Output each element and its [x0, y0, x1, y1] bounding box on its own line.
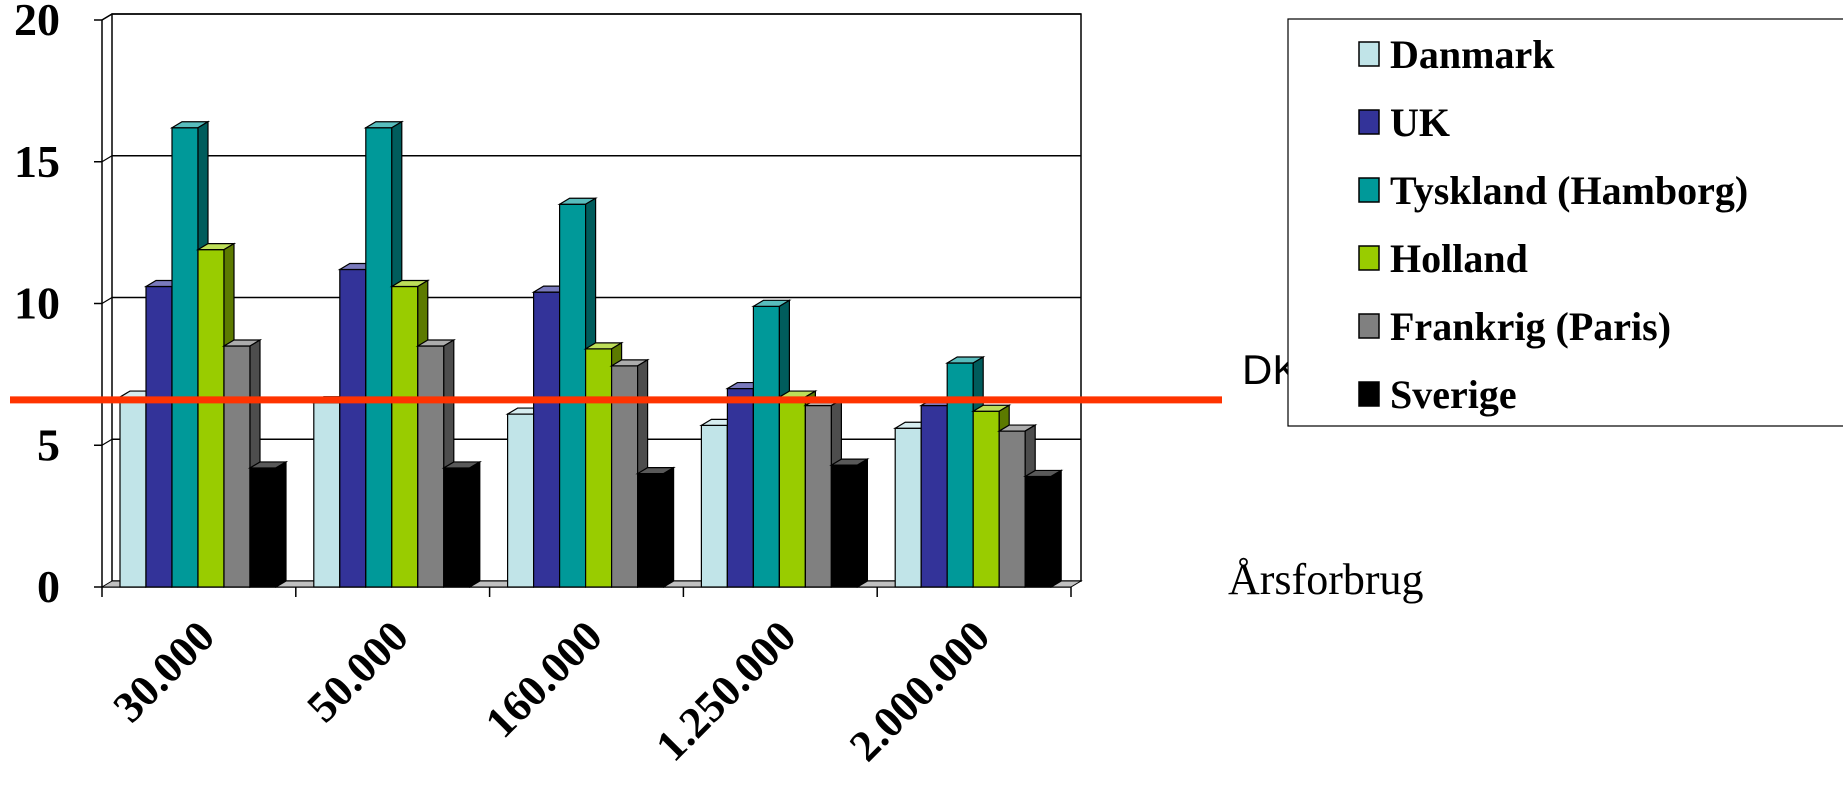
legend-label: Holland: [1390, 236, 1528, 281]
y-tick-label: 0: [37, 561, 60, 612]
legend-label: Sverige: [1390, 372, 1517, 417]
bar-front: [1024, 475, 1052, 588]
legend-label: Frankrig (Paris): [1390, 304, 1671, 349]
bar-front: [171, 127, 199, 588]
y-tick-label: 20: [14, 0, 60, 45]
bar-front: [920, 404, 948, 588]
x-tick-label: 30.000: [104, 611, 224, 731]
bar-front: [532, 291, 561, 588]
bar-side: [275, 460, 287, 589]
bar-front: [339, 268, 367, 588]
bar-sverige-1: [441, 460, 482, 589]
bar-front: [830, 464, 859, 588]
bar-front: [391, 285, 419, 588]
x-axis-label: Årsforbrug: [1228, 555, 1424, 604]
bar-front: [558, 203, 587, 588]
gridlines: [101, 13, 1081, 446]
legend-swatch: [1358, 381, 1380, 407]
legend-swatch: [1358, 245, 1380, 271]
bar-front: [365, 127, 393, 588]
bar-front: [778, 396, 807, 588]
bar-front: [223, 345, 251, 588]
legend-swatch: [1358, 41, 1380, 67]
bar-sverige-3: [829, 458, 870, 589]
x-tick-label: 160.000: [476, 611, 612, 747]
x-axis-ticks: 30.000 50.000 160.000 1.250.000 2.000.000: [101, 587, 1072, 771]
bar-front: [443, 467, 471, 588]
bar-front: [584, 348, 613, 588]
bar-front: [197, 249, 225, 588]
bar-front: [636, 473, 665, 588]
bar-front: [894, 427, 922, 588]
bar-front: [119, 396, 147, 588]
legend-box: [1287, 18, 1843, 427]
bar-sverige-4: [1023, 469, 1064, 589]
legend: Danmark UK Tyskland (Hamborg) Holland Frankr…: [1287, 18, 1843, 427]
gridline-wall: [101, 438, 113, 446]
x-tick-label: 1.250.000: [646, 611, 805, 770]
bar-front: [972, 410, 1000, 588]
legend-label: Danmark: [1390, 32, 1555, 77]
bars: [117, 120, 1064, 589]
y-tick-label: 10: [14, 278, 60, 329]
bar-front: [249, 467, 277, 588]
bar-front: [726, 387, 755, 588]
gridline-wall: [101, 296, 113, 305]
bar-side: [469, 460, 481, 589]
bar-sverige-0: [247, 460, 289, 589]
legend-label: UK: [1390, 100, 1450, 145]
y-tick-label: 15: [14, 136, 60, 187]
legend-label: Tyskland (Hamborg): [1390, 168, 1748, 213]
bar-front: [145, 285, 173, 588]
bar-side: [856, 458, 869, 589]
x-tick-label: 2.000.000: [840, 611, 999, 770]
legend-swatch: [1358, 109, 1380, 135]
y-axis-ticks: 0 5 10 15 20: [14, 0, 102, 612]
bar-sverige-2: [635, 466, 676, 589]
y-tick-label: 5: [37, 419, 60, 470]
bar-front: [417, 345, 445, 588]
bar-side: [662, 466, 675, 589]
bar-front: [507, 413, 535, 588]
bar-front: [752, 305, 781, 588]
legend-swatch: [1358, 177, 1380, 203]
bar-front: [700, 424, 729, 588]
legend-swatch: [1358, 313, 1380, 339]
bar-side: [1050, 469, 1062, 589]
bar-front: [313, 402, 341, 588]
gridline-wall: [101, 155, 113, 163]
gridline-wall: [101, 13, 113, 21]
x-tick-label: 50.000: [298, 611, 418, 731]
bar-front: [998, 430, 1026, 588]
bar-front: [804, 404, 833, 588]
bar-danmark-2: [505, 407, 546, 589]
